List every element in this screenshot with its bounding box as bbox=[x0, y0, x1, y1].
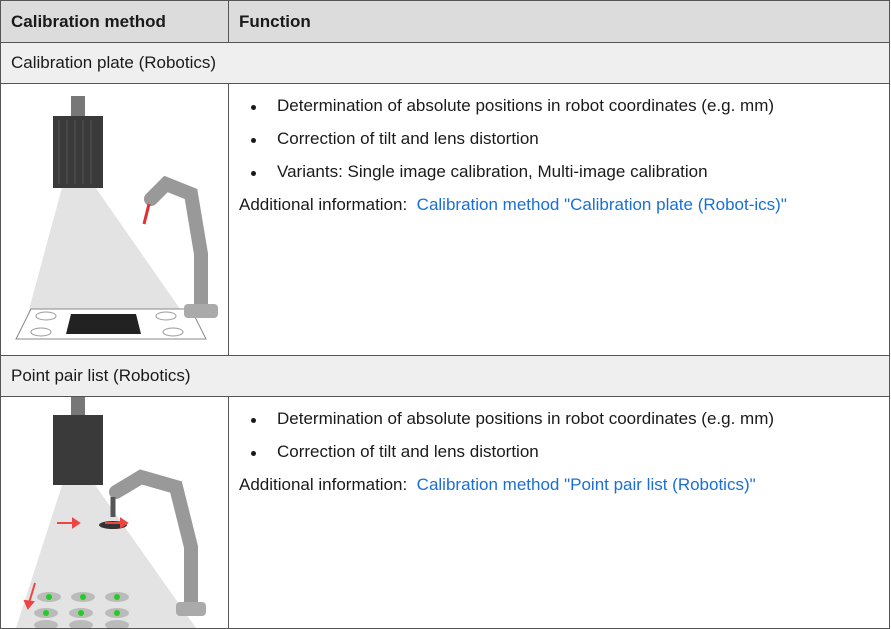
info: Additional information: Calibration meth… bbox=[239, 473, 879, 497]
function-cell: Determination of absolute positions in r… bbox=[228, 396, 890, 629]
section-title: Point pair list (Robotics) bbox=[0, 355, 890, 397]
info: Additional information: Calibration meth… bbox=[239, 193, 859, 217]
illustration bbox=[16, 397, 206, 628]
info-label: Additional information: bbox=[239, 195, 408, 214]
bullet: Determination of absolute positions in r… bbox=[251, 407, 879, 431]
bullet-list: Determination of absolute positions in r… bbox=[239, 407, 879, 464]
header-row: Calibration method Function bbox=[0, 0, 890, 43]
illustration-cell bbox=[0, 83, 229, 356]
bullet: Determination of absolute positions in r… bbox=[251, 94, 879, 118]
header-cell: Calibration method bbox=[0, 0, 229, 43]
info-label: Additional information: bbox=[239, 475, 408, 494]
info-link[interactable]: Calibration method "Point pair list (Rob… bbox=[416, 475, 756, 494]
bullet-list: Determination of absolute positions in r… bbox=[239, 94, 879, 184]
illustration bbox=[15, 96, 218, 340]
function-cell: Determination of absolute positions in r… bbox=[228, 83, 890, 356]
illustration-cell bbox=[0, 396, 229, 629]
section-title: Calibration plate (Robotics) bbox=[0, 42, 890, 84]
bullet: Correction of tilt and lens distortion bbox=[251, 127, 879, 151]
info-link[interactable]: Calibration method "Calibration plate (R… bbox=[416, 195, 787, 214]
bullet: Variants: Single image calibration, Mult… bbox=[251, 160, 879, 184]
bullet: Correction of tilt and lens distortion bbox=[251, 440, 879, 464]
header-cell: Function bbox=[228, 0, 890, 43]
